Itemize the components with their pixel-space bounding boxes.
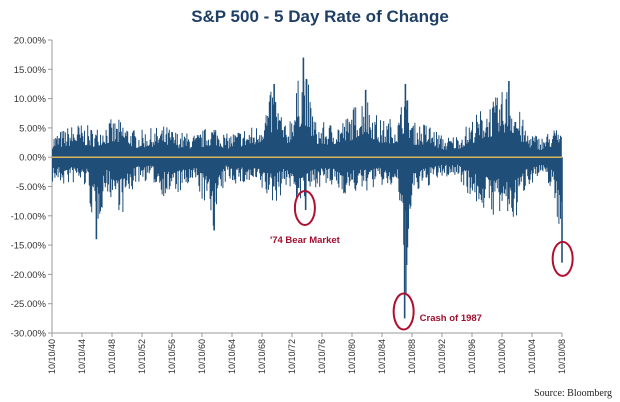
x-tick-label: 10/10/80 [347,339,357,374]
chart-title: S&P 500 - 5 Day Rate of Change [191,7,449,26]
annotation-circle-08 [551,240,574,277]
y-tick-label: 20.00% [14,36,47,47]
y-tick-label: 10.00% [14,94,47,105]
y-tick-label: -25.00% [11,299,47,310]
annotation-label-87: Crash of 1987 [420,313,482,324]
series-band [52,78,562,295]
annotations: '74 Bear Market Crash of 1987 [270,189,574,331]
y-tick-label: 5.00% [19,123,46,134]
x-tick-label: 10/10/04 [527,339,537,374]
source-note: Source: Bloomberg [534,388,612,399]
x-tick-label: 10/10/08 [557,339,567,374]
x-tick-label: 10/10/92 [437,339,447,374]
annotation-circle-87 [392,292,415,331]
x-tick-label: 10/10/64 [227,339,237,374]
x-tick-label: 10/10/44 [77,339,87,374]
x-tick-label: 10/10/76 [317,339,327,374]
y-tick-label: 15.00% [14,65,47,76]
y-tick-label: -15.00% [11,241,47,252]
x-tick-label: 10/10/48 [107,339,117,374]
x-tick-label: 10/10/96 [467,339,477,374]
x-tick-label: 10/10/84 [377,339,387,374]
y-tick-label: 0.00% [19,153,46,164]
series-envelope [52,78,562,295]
x-tick-label: 10/10/88 [407,339,417,374]
x-tick-label: 10/10/68 [257,339,267,374]
x-tick-label: 10/10/00 [497,339,507,374]
annotation-label-74: '74 Bear Market [270,235,341,246]
y-tick-label: -20.00% [11,270,47,281]
y-tick-label: -10.00% [11,211,47,222]
x-axis: 10/10/40 10/10/44 10/10/48 10/10/52 10/10/56… [47,333,567,374]
x-tick-label: 10/10/56 [167,339,177,374]
y-tick-label: -30.00% [11,329,47,340]
x-tick-label: 10/10/40 [47,339,57,374]
series-spikes [95,57,563,319]
y-tick-label: -5.00% [16,182,47,193]
x-tick-label: 10/10/52 [137,339,147,374]
x-tick-label: 10/10/72 [287,339,297,374]
x-tick-label: 10/10/60 [197,339,207,374]
y-axis: 20.00% 15.00% 10.00% 5.00% 0.00% -5.00% -10.00… [11,36,52,340]
annotation-circle-74 [293,189,316,226]
